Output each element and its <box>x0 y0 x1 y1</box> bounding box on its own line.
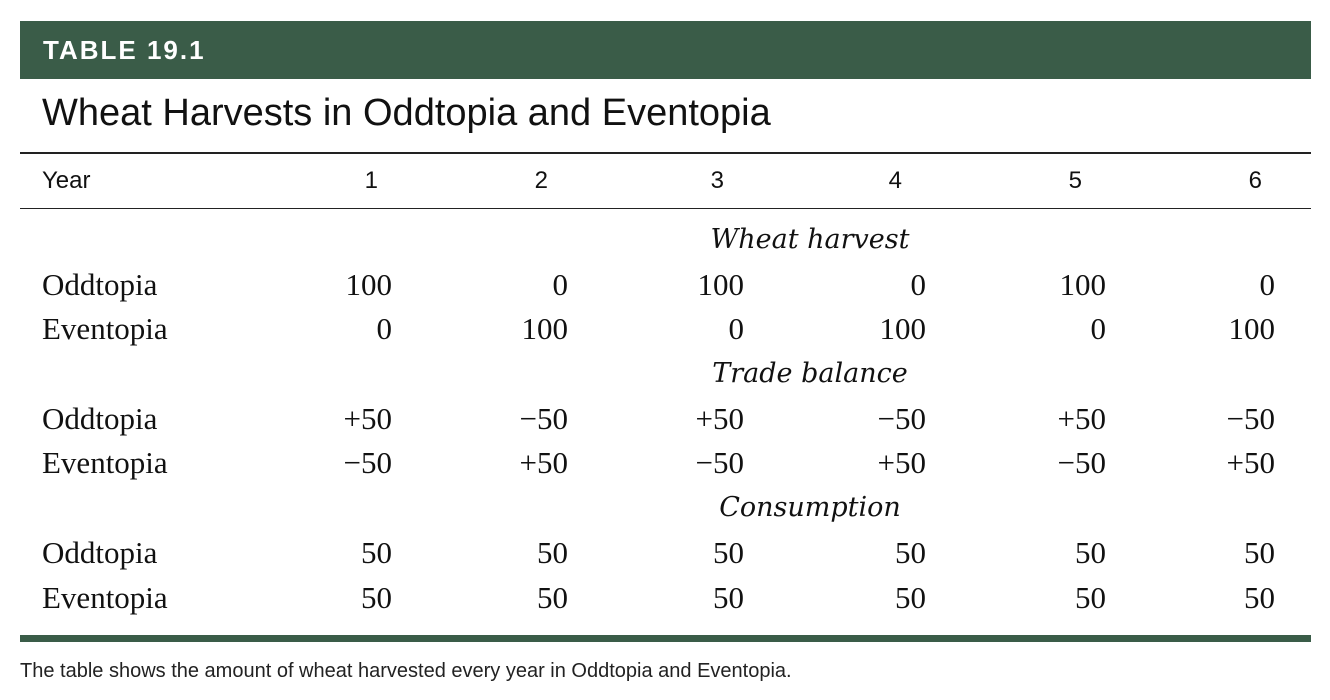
table-row: Eventopia 0 100 0 100 0 100 <box>0 309 1330 349</box>
header-year-5: 5 <box>1068 167 1082 194</box>
header-rule <box>20 208 1311 209</box>
cell-value: 50 <box>895 580 926 615</box>
cell-value: 100 <box>879 311 927 346</box>
row-country: Eventopia <box>42 311 168 346</box>
cell-value: 50 <box>537 580 568 615</box>
cell-value: 50 <box>1075 580 1106 615</box>
cell-value: 50 <box>895 535 926 570</box>
header-year-2: 2 <box>534 167 548 194</box>
cell-value: −50 <box>695 445 744 480</box>
row-country: Eventopia <box>42 445 168 480</box>
top-rule <box>20 152 1311 154</box>
cell-value: 50 <box>713 580 744 615</box>
cell-value: 0 <box>728 311 745 346</box>
cell-value: 100 <box>697 267 745 302</box>
table-title: Wheat Harvests in Oddtopia and Eventopia <box>42 92 771 134</box>
cell-value: 50 <box>713 535 744 570</box>
header-year-6: 6 <box>1248 167 1262 194</box>
header-year-4: 4 <box>888 167 902 194</box>
row-country: Eventopia <box>42 580 168 615</box>
table-label: TABLE 19.1 <box>43 35 206 65</box>
section-label-consumption: Consumption <box>719 492 901 523</box>
cell-value: +50 <box>877 445 926 480</box>
cell-value: 100 <box>1059 267 1107 302</box>
cell-value: 50 <box>537 535 568 570</box>
table-row: Oddtopia 50 50 50 50 50 50 <box>0 533 1330 573</box>
table-row: Oddtopia +50 −50 +50 −50 +50 −50 <box>0 399 1330 439</box>
bottom-rule <box>20 635 1311 642</box>
cell-value: 50 <box>1244 580 1275 615</box>
cell-value: 100 <box>1228 311 1276 346</box>
cell-value: 50 <box>1075 535 1106 570</box>
header-year-1: 1 <box>364 167 378 194</box>
cell-value: −50 <box>1226 401 1275 436</box>
cell-value: −50 <box>877 401 926 436</box>
row-country: Oddtopia <box>42 535 158 570</box>
cell-value: 100 <box>345 267 393 302</box>
cell-value: 0 <box>1090 311 1107 346</box>
row-country: Oddtopia <box>42 267 158 302</box>
cell-value: +50 <box>695 401 744 436</box>
table-row: Eventopia −50 +50 −50 +50 −50 +50 <box>0 443 1330 483</box>
cell-value: +50 <box>1226 445 1275 480</box>
section-label-trade-balance: Trade balance <box>712 358 908 389</box>
cell-value: +50 <box>519 445 568 480</box>
cell-value: +50 <box>1057 401 1106 436</box>
row-country: Oddtopia <box>42 401 158 436</box>
table-header-row: Year 1 2 3 4 5 6 <box>0 164 1330 198</box>
cell-value: 50 <box>1244 535 1275 570</box>
table-caption: The table shows the amount of wheat harv… <box>20 660 792 682</box>
cell-value: −50 <box>519 401 568 436</box>
cell-value: 0 <box>552 267 569 302</box>
cell-value: 50 <box>361 535 392 570</box>
cell-value: 50 <box>361 580 392 615</box>
cell-value: 0 <box>376 311 393 346</box>
cell-value: +50 <box>343 401 392 436</box>
header-year-3: 3 <box>710 167 724 194</box>
section-label-wheat-harvest: Wheat harvest <box>710 224 910 255</box>
cell-value: −50 <box>343 445 392 480</box>
cell-value: −50 <box>1057 445 1106 480</box>
table-label-banner: TABLE 19.1 <box>20 21 1311 79</box>
table-row: Oddtopia 100 0 100 0 100 0 <box>0 265 1330 305</box>
table-row: Eventopia 50 50 50 50 50 50 <box>0 578 1330 618</box>
cell-value: 0 <box>910 267 927 302</box>
cell-value: 0 <box>1259 267 1276 302</box>
cell-value: 100 <box>521 311 569 346</box>
header-year-label: Year <box>42 167 91 194</box>
